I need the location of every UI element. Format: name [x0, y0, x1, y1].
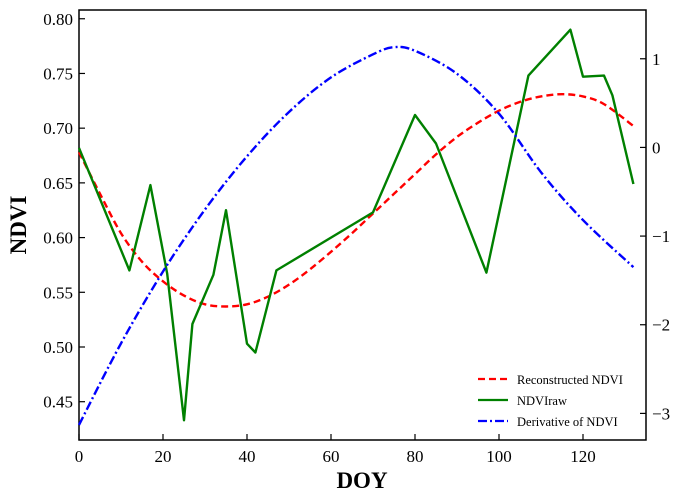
- plot-frame: [78, 9, 647, 441]
- y-tick-label: 0.55: [43, 283, 73, 302]
- x-tick-label: 40: [239, 447, 256, 466]
- y-axis-title: NDVI: [6, 196, 31, 255]
- legend-label-derivative: Derivative of NDVI: [517, 415, 618, 429]
- series-line-derivative-of-ndvi: [77, 45, 635, 426]
- legend: Reconstructed NDVI NDVIraw Derivative of…: [478, 373, 623, 429]
- y-axis-left: 0.45 0.50 0.55 0.60 0.65 0.70 0.75 0.80: [43, 10, 85, 412]
- y2-tick-label: −3: [652, 404, 670, 423]
- series-line-ndviraw: [77, 28, 635, 422]
- legend-label-reconstructed-ndvi: Reconstructed NDVI: [517, 373, 623, 387]
- x-tick-label: 120: [570, 447, 596, 466]
- x-axis-title: DOY: [336, 468, 388, 493]
- y-tick-label: 0.75: [43, 64, 73, 83]
- x-axis: 0 20 40 60 80 100 120: [75, 434, 596, 466]
- y-tick-label: 0.50: [43, 338, 73, 357]
- y2-tick-label: 1: [652, 50, 661, 69]
- x-tick-label: 60: [323, 447, 340, 466]
- y-tick-label: 0.45: [43, 393, 73, 412]
- y-tick-label: 0.65: [43, 174, 73, 193]
- y-tick-label: 0.70: [43, 119, 73, 138]
- x-tick-label: 80: [407, 447, 424, 466]
- legend-label-ndviraw: NDVIraw: [517, 394, 567, 408]
- y2-tick-label: 0: [652, 138, 661, 157]
- y2-tick-label: −2: [652, 316, 670, 335]
- y-axis-right: −3 −2 −1 0 1: [640, 50, 670, 423]
- y-tick-label: 0.80: [43, 10, 73, 29]
- x-tick-label: 0: [75, 447, 84, 466]
- y2-tick-label: −1: [652, 227, 670, 246]
- x-tick-label: 20: [155, 447, 172, 466]
- series-lines: [77, 28, 635, 426]
- x-tick-label: 100: [486, 447, 512, 466]
- y-tick-label: 0.60: [43, 229, 73, 248]
